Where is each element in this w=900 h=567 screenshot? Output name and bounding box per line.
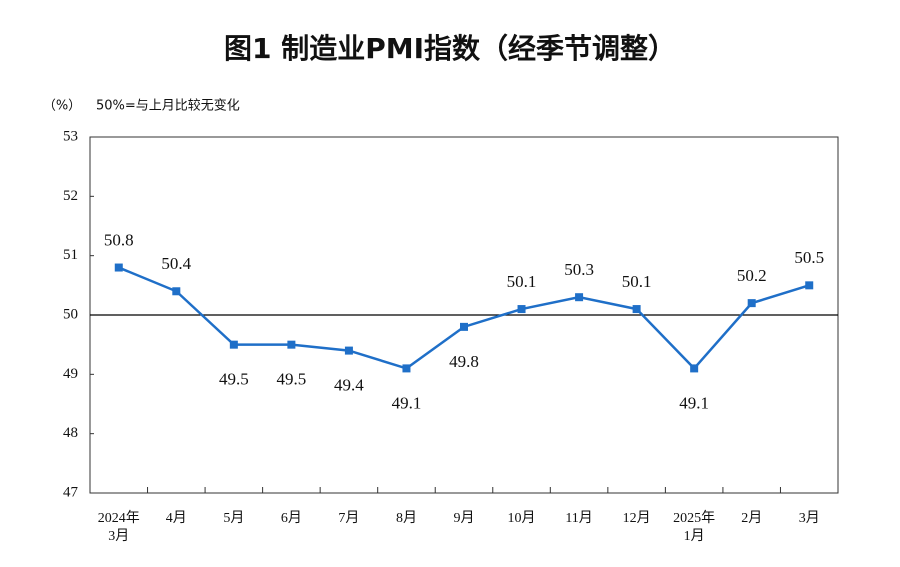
y-tick-label: 52 — [63, 188, 78, 204]
x-tick-label: 12月 — [623, 510, 651, 526]
x-tick-label: 2024年 3月 — [98, 510, 140, 544]
data-point — [287, 340, 296, 349]
y-tick-label: 53 — [63, 128, 78, 144]
data-label: 49.1 — [679, 393, 709, 412]
data-point — [517, 305, 526, 314]
data-point — [690, 364, 699, 373]
chart-title: 图1 制造业PMI指数（经季节调整） — [224, 32, 676, 65]
x-tick-label: 8月 — [396, 510, 417, 526]
x-tick-label: 6月 — [281, 510, 302, 526]
annotation: 50%=与上月比较无变化 — [96, 98, 240, 114]
data-point — [172, 287, 181, 296]
y-tick-label: 49 — [63, 366, 78, 382]
y-axis-label: （%） — [43, 99, 81, 114]
data-label: 49.8 — [449, 352, 479, 371]
data-point — [632, 305, 641, 314]
x-tick-label: 3月 — [799, 510, 820, 526]
data-label: 49.5 — [277, 370, 307, 389]
data-point — [229, 340, 238, 349]
data-label: 50.5 — [794, 248, 824, 267]
x-tick-label: 2月 — [741, 510, 762, 526]
x-tick-label: 10月 — [508, 510, 536, 526]
data-point — [344, 346, 353, 355]
data-label: 49.1 — [392, 393, 422, 412]
y-tick-label: 51 — [63, 247, 78, 263]
data-label: 50.8 — [104, 230, 134, 249]
data-point — [575, 293, 584, 302]
y-tick-label: 50 — [63, 306, 78, 322]
data-label: 50.1 — [507, 272, 537, 291]
data-point — [402, 364, 411, 373]
data-point — [460, 322, 468, 331]
data-label: 50.4 — [161, 254, 191, 273]
data-point — [747, 299, 756, 308]
data-label: 50.3 — [564, 260, 594, 279]
data-point — [114, 263, 123, 272]
x-tick-label: 9月 — [454, 510, 475, 526]
x-tick-label: 7月 — [338, 510, 359, 526]
y-tick-label: 48 — [63, 425, 78, 441]
data-label: 50.1 — [622, 272, 652, 291]
data-label: 50.2 — [737, 266, 767, 285]
y-tick-label: 47 — [63, 484, 79, 500]
data-point — [805, 281, 814, 290]
x-tick-label: 11月 — [565, 510, 592, 526]
x-tick-label: 2025年 1月 — [673, 510, 715, 544]
data-label: 49.5 — [219, 370, 249, 389]
data-label: 49.4 — [334, 376, 364, 395]
x-tick-label: 4月 — [166, 510, 187, 526]
x-tick-label: 5月 — [223, 510, 244, 526]
